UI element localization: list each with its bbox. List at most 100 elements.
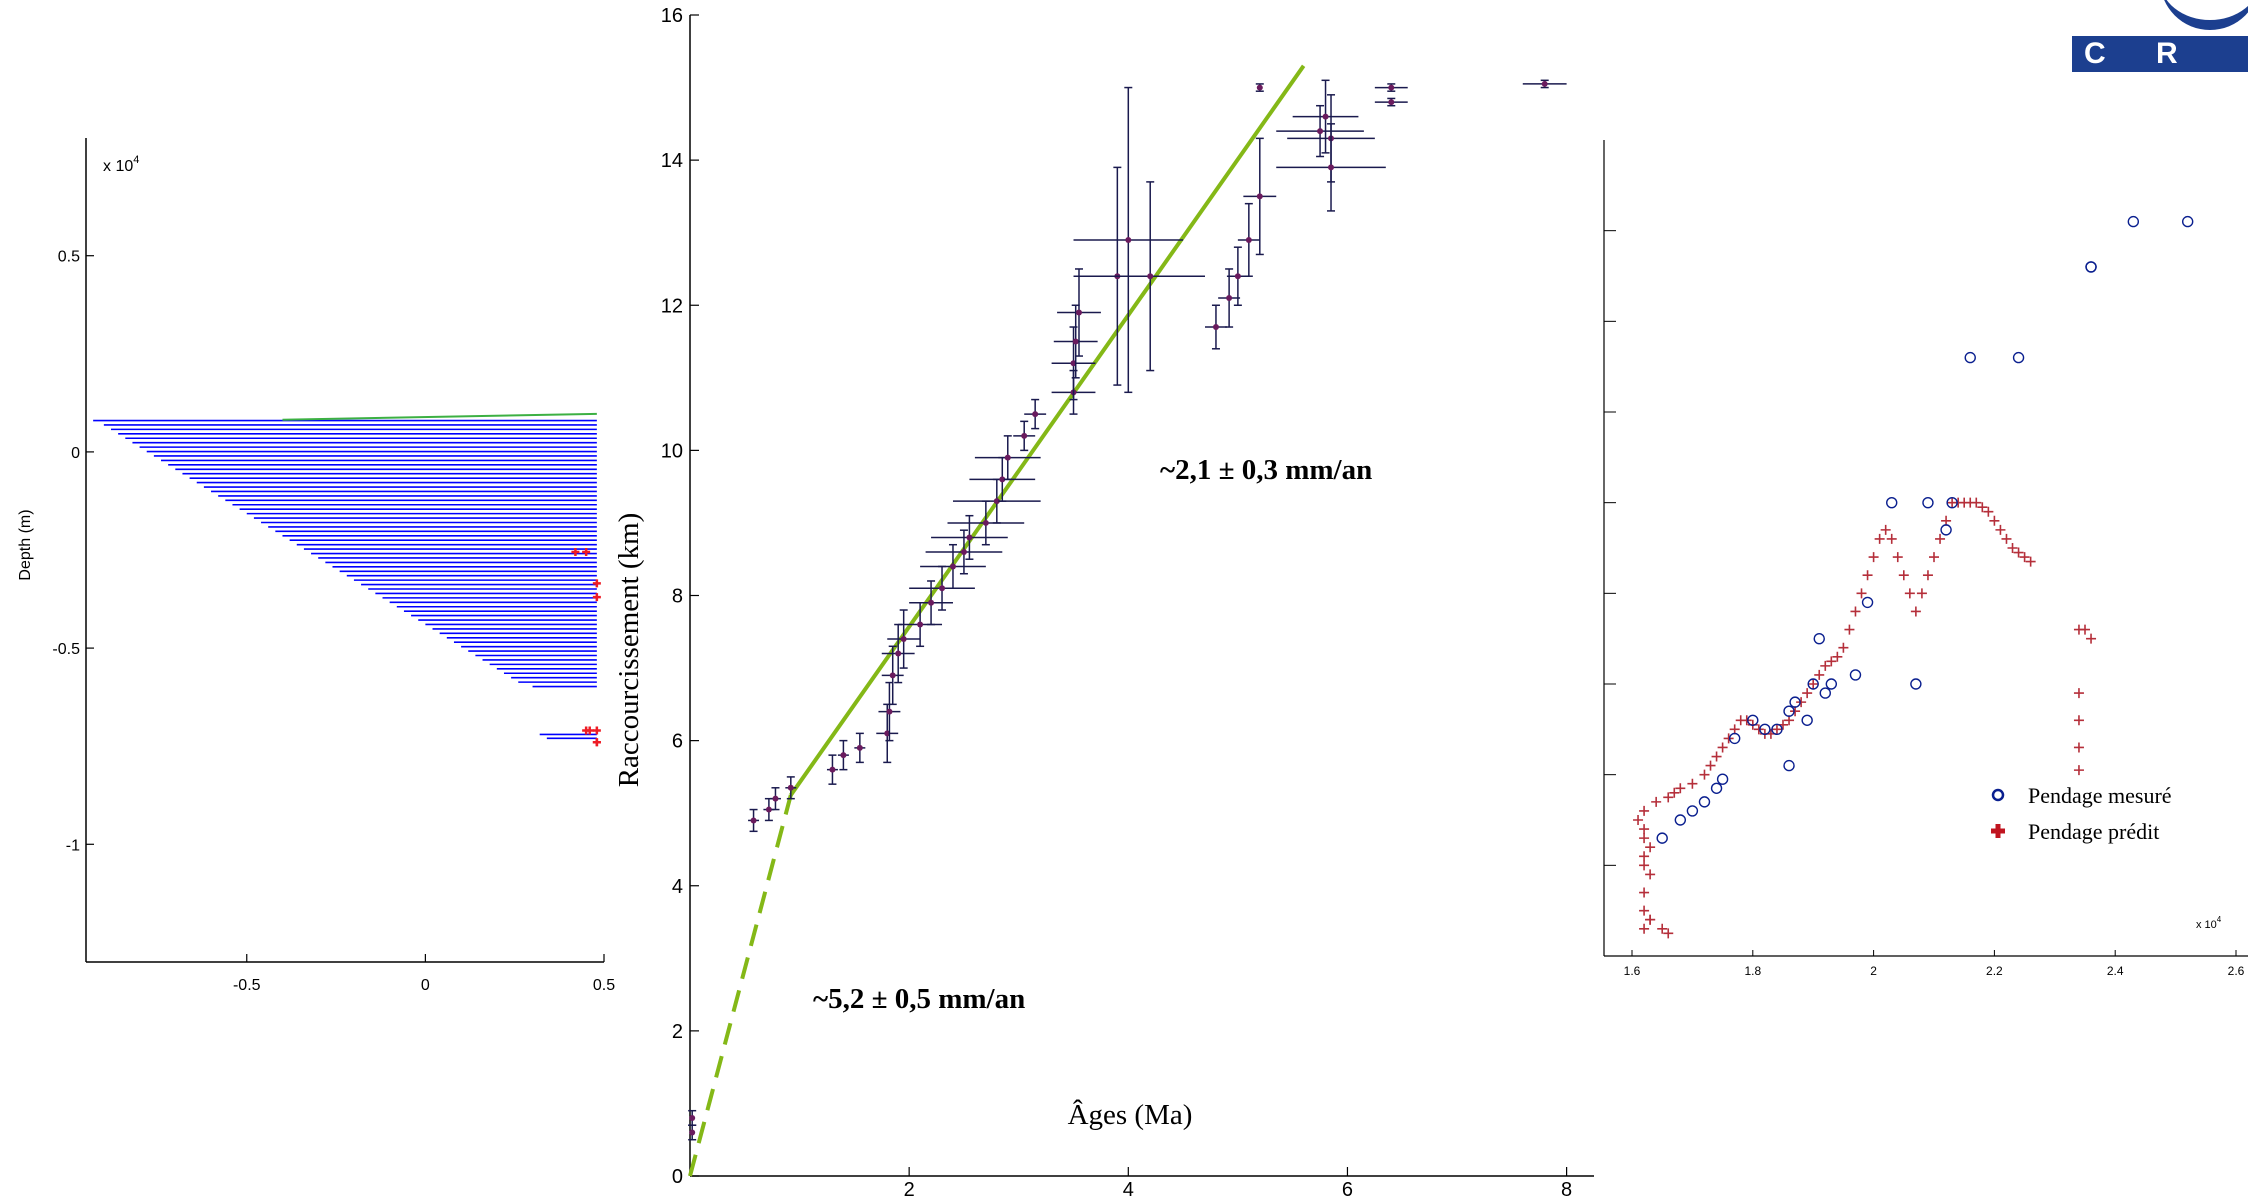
predicted-dip-marker — [1639, 923, 1650, 934]
center-y-tick-label: 0 — [672, 1166, 683, 1188]
measured-dip-marker — [1759, 723, 1771, 736]
predicted-dip-marker — [2086, 633, 2097, 644]
measured-dip-marker — [1728, 732, 1741, 745]
data-point — [999, 476, 1006, 483]
predicted-dip-marker — [1639, 851, 1650, 862]
right-ticks: 1.6 1.8 2 2.2 2.4 2.6 — [1604, 230, 2245, 978]
center-x-tick-label: 6 — [1342, 1179, 1353, 1196]
measured-dip-marker — [1747, 714, 1759, 726]
red-marker — [592, 593, 601, 602]
data-point — [772, 795, 779, 802]
predicted-dip-marker — [1639, 824, 1650, 835]
data-point — [1322, 113, 1329, 120]
measured-dip-marker — [1964, 351, 1976, 364]
predicted-dip-marker — [1645, 842, 1656, 853]
predicted-dip-marker — [1989, 515, 2000, 526]
legend-predicted-label: Pendage prédit — [2028, 819, 2159, 844]
legend-measured-label: Pendage mesuré — [2028, 783, 2172, 808]
left-x-tick-label: -0.5 — [233, 977, 261, 994]
predicted-dip-marker — [1723, 733, 1734, 744]
predicted-dip-marker — [1922, 570, 1933, 581]
measured-dip-marker — [1674, 814, 1687, 826]
left-depth-panel: x 104 Depth (m) -0.5 0 0.5 0.5 0 -0.5 -1 — [17, 138, 615, 994]
predicted-dip-marker — [2019, 552, 2030, 563]
predicted-dip-marker — [1784, 715, 1795, 726]
measured-dip-marker — [1849, 669, 1862, 681]
right-dip-panel: x 104 1.6 1.8 2 2.2 2.4 2.6 Pendage mesuré Pe… — [1603, 140, 2248, 978]
predicted-dip-marker — [2073, 765, 2084, 776]
predicted-dip-marker — [1741, 715, 1752, 726]
measured-dip-marker — [1698, 796, 1711, 808]
predicted-dip-marker — [1935, 533, 1946, 544]
center-x-label: Âges (Ma) — [1068, 1098, 1193, 1131]
predicted-dip-marker — [2073, 688, 2084, 699]
predicted-dip-marker — [1639, 805, 1650, 816]
predicted-dip-marker — [1705, 760, 1716, 771]
predicted-dip-marker — [1651, 796, 1662, 807]
center-y-tick-label: 14 — [661, 150, 683, 172]
data-point — [1147, 273, 1154, 280]
data-point — [1021, 432, 1028, 439]
data-point — [787, 784, 794, 791]
predicted-dip-marker — [1916, 588, 1927, 599]
red-marker — [582, 547, 591, 556]
data-point — [1032, 411, 1039, 418]
predicted-dip-marker — [2073, 742, 2084, 753]
predicted-dip-marker — [1639, 905, 1650, 916]
predicted-dip-marker — [1639, 833, 1650, 844]
measured-dip-marker — [2085, 261, 2097, 273]
predicted-dip-marker — [1995, 524, 2006, 535]
legend-measured-marker — [1991, 788, 2005, 802]
predicted-dip-marker — [1874, 533, 1885, 544]
measured-dip-marker — [1783, 705, 1795, 717]
data-point — [689, 1129, 696, 1136]
predicted-dip-marker — [1717, 742, 1728, 753]
left-exponent-label: x 104 — [103, 154, 139, 175]
data-point — [856, 744, 863, 751]
predicted-dip-marker — [1639, 860, 1650, 871]
predicted-dip-marker — [1941, 515, 1952, 526]
predicted-dip-marker — [2025, 556, 2036, 567]
data-point — [1256, 193, 1263, 200]
data-point — [689, 1114, 696, 1121]
fit-line-solid — [789, 64, 1306, 797]
predicted-dip-marker — [1862, 570, 1873, 581]
predicted-dip-marker — [1898, 570, 1909, 581]
center-y-tick-label: 10 — [661, 440, 683, 462]
left-ticks: -0.5 0 0.5 0.5 0 -0.5 -1 — [52, 249, 615, 994]
center-x-tick-label: 8 — [1561, 1179, 1572, 1196]
predicted-dip-marker — [2013, 547, 2024, 558]
right-legend: Pendage mesuré Pendage prédit — [1991, 783, 2172, 844]
data-point — [900, 636, 907, 643]
predicted-dip-marker — [1832, 651, 1843, 662]
measured-dip-marker — [1946, 496, 1958, 509]
center-x-tick-label: 2 — [904, 1179, 915, 1196]
predicted-dip-marker — [1645, 914, 1656, 925]
predicted-dip-marker — [1753, 724, 1764, 735]
data-point — [1328, 164, 1335, 171]
measured-dip-marker — [1716, 773, 1729, 785]
measured-dip-marker — [1710, 782, 1723, 794]
data-point — [1212, 324, 1219, 331]
data-point — [765, 806, 772, 813]
measured-dip-marker — [1861, 596, 1874, 609]
right-x-tick-label: 1.6 — [1624, 964, 1641, 978]
data-point — [1317, 128, 1324, 135]
crpg-logo: C R P G — [2072, 36, 2248, 106]
predicted-dip-marker — [2073, 715, 2084, 726]
center-ticks: 2 4 6 8 0 2 4 6 8 10 12 14 16 — [661, 5, 1572, 1196]
predicted-dip-marker — [1971, 497, 1982, 508]
measured-dip-marker — [1801, 714, 1813, 726]
data-point — [889, 672, 896, 679]
red-marker — [592, 726, 601, 735]
logo-arc — [2160, 0, 2248, 30]
center-y-tick-label: 16 — [661, 5, 683, 27]
data-point — [1004, 454, 1011, 461]
right-x-tick-label: 2 — [1870, 964, 1877, 978]
left-y-tick-label: -0.5 — [52, 641, 80, 658]
predicted-dip-marker — [1633, 815, 1644, 825]
rate-annotation-upper: ~2,1 ± 0,3 mm/an — [1160, 454, 1372, 486]
data-point — [960, 548, 967, 555]
predicted-dip-marker — [1910, 606, 1921, 617]
